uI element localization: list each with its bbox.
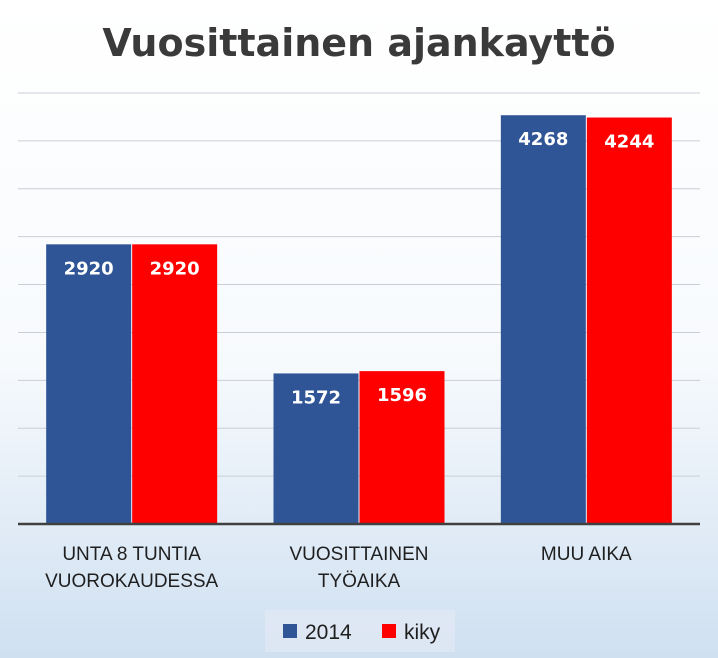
category-label: UNTA 8 TUNTIA (62, 544, 201, 565)
bars: 2920 2920 1572 1596 4268 4244 (46, 115, 672, 525)
legend-label-kiky: kiky (404, 621, 441, 644)
chart-title: Vuosittainen ajankayttö (102, 21, 615, 65)
legend-label-2014: 2014 (305, 621, 352, 644)
bar-2014-1 (273, 373, 359, 524)
data-label: 1596 (377, 385, 427, 406)
gridlines (18, 92, 700, 477)
category-labels: UNTA 8 TUNTIA VUOROKAUDESSA VUOSITTAINEN TY… (45, 544, 632, 592)
data-label: 1572 (291, 387, 341, 408)
data-label: 4268 (518, 129, 568, 150)
category-label: TYÖAIKA (318, 571, 401, 592)
data-label: 2920 (64, 258, 114, 279)
legend-swatch-2014 (283, 624, 297, 638)
data-label: 2920 (150, 258, 200, 279)
bar-2014-0 (46, 244, 132, 524)
legend: 2014 kiky (265, 610, 455, 652)
category-label: VUOSITTAINEN (290, 544, 429, 565)
category-label: VUOROKAUDESSA (45, 571, 218, 592)
bar-kiky-0 (132, 244, 218, 524)
category-label: MUU AIKA (541, 544, 632, 565)
data-label: 4244 (604, 132, 654, 153)
legend-swatch-kiky (382, 624, 396, 638)
bar-kiky-2 (586, 117, 672, 525)
bar-kiky-1 (359, 371, 445, 524)
bar-2014-2 (500, 115, 586, 524)
